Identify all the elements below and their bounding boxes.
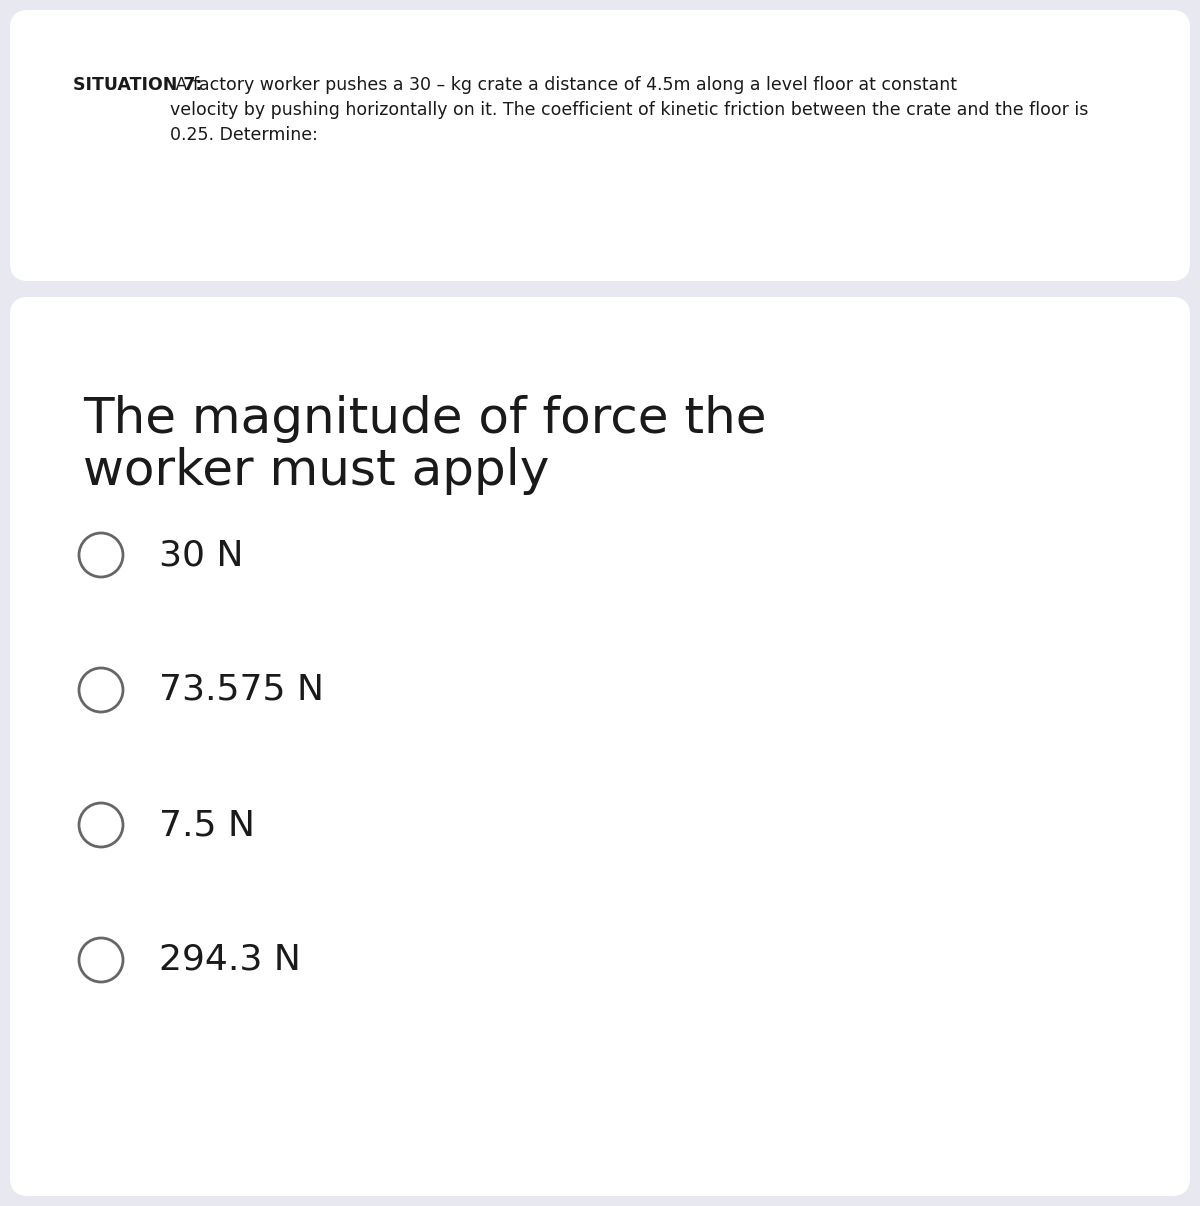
FancyBboxPatch shape	[10, 10, 1190, 281]
Text: A factory worker pushes a 30 – kg crate a distance of 4.5m along a level floor a: A factory worker pushes a 30 – kg crate …	[170, 76, 1088, 144]
FancyBboxPatch shape	[10, 297, 1190, 1196]
Text: SITUATION 7:: SITUATION 7:	[73, 76, 203, 94]
Text: 30 N: 30 N	[158, 538, 244, 572]
Text: 73.575 N: 73.575 N	[158, 673, 324, 707]
Text: worker must apply: worker must apply	[83, 447, 550, 494]
Text: The magnitude of force the: The magnitude of force the	[83, 396, 767, 443]
Text: 294.3 N: 294.3 N	[158, 943, 301, 977]
Text: 7.5 N: 7.5 N	[158, 808, 256, 842]
